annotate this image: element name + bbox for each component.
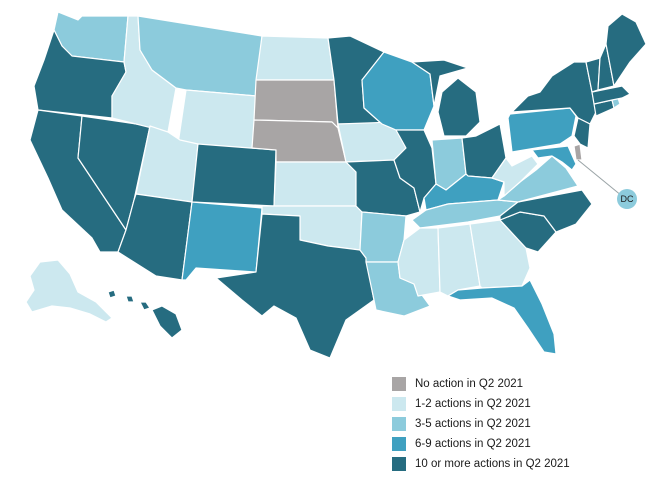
legend-swatch <box>392 397 406 411</box>
dc-leader-line <box>577 159 623 197</box>
state-ms[interactable] <box>397 227 441 297</box>
legend-swatch <box>392 457 406 471</box>
state-hi[interactable] <box>107 289 183 339</box>
state-pa[interactable] <box>507 107 577 153</box>
legend-item-none: No action in Q2 2021 <box>392 374 652 394</box>
state-nj[interactable] <box>573 117 591 149</box>
legend-swatch <box>392 417 406 431</box>
legend-swatch <box>392 377 406 391</box>
state-ma[interactable] <box>591 85 631 105</box>
legend-label: No action in Q2 2021 <box>415 378 524 390</box>
dc-marker[interactable] <box>617 189 637 209</box>
state-nm[interactable] <box>181 201 263 281</box>
legend-swatch <box>392 437 406 451</box>
legend-label: 1-2 actions in Q2 2021 <box>415 398 531 410</box>
state-ak[interactable] <box>25 259 113 323</box>
legend-item-low: 1-2 actions in Q2 2021 <box>392 394 652 414</box>
state-ks[interactable] <box>273 161 357 207</box>
state-tx[interactable] <box>215 213 375 359</box>
state-wv[interactable] <box>491 155 539 197</box>
state-ar[interactable] <box>359 211 407 263</box>
map-legend: No action in Q2 2021 1-2 actions in Q2 20… <box>392 374 652 474</box>
legend-label: 10 or more actions in Q2 2021 <box>415 458 570 470</box>
state-nc[interactable] <box>499 189 593 233</box>
state-fl[interactable] <box>447 279 557 355</box>
legend-label: 6-9 actions in Q2 2021 <box>415 438 531 450</box>
legend-item-mid: 3-5 actions in Q2 2021 <box>392 414 652 434</box>
state-md[interactable] <box>531 145 577 171</box>
dc-label: DC <box>621 194 634 204</box>
legend-label: 3-5 actions in Q2 2021 <box>415 418 531 430</box>
state-va[interactable] <box>497 155 579 203</box>
state-mi[interactable] <box>411 59 481 137</box>
state-de[interactable] <box>573 143 583 161</box>
state-co[interactable] <box>191 143 277 207</box>
legend-item-high: 6-9 actions in Q2 2021 <box>392 434 652 454</box>
legend-item-top: 10 or more actions in Q2 2021 <box>392 454 652 474</box>
state-nd[interactable] <box>255 35 335 81</box>
state-me[interactable] <box>605 13 647 87</box>
state-il[interactable] <box>393 129 437 213</box>
